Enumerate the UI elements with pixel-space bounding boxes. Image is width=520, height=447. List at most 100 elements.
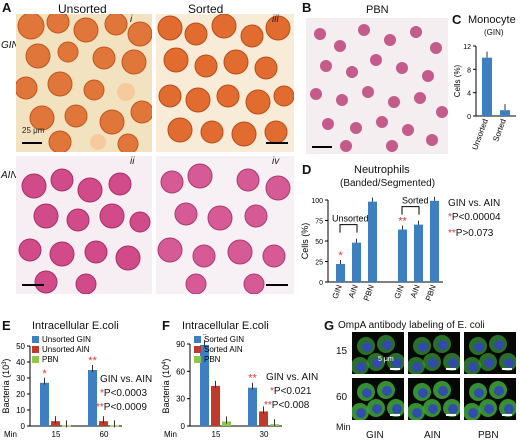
panelF-title: Intracellular E.coli	[182, 320, 269, 332]
fluorescence-cells	[408, 381, 460, 420]
y-tick-label: 4	[467, 91, 471, 98]
micrograph-gin-sorted: iii	[156, 14, 294, 152]
y-tick-label: 8	[467, 67, 471, 74]
scale-bar	[446, 414, 456, 416]
panelD-title: Neutrophils	[354, 164, 410, 176]
fluorescence-image	[464, 332, 516, 374]
nucleus	[474, 388, 484, 398]
panelD-sig2: **P>0.073	[448, 228, 493, 239]
x-tick-label: 60	[100, 430, 109, 439]
nucleus	[504, 358, 514, 368]
bar	[500, 110, 510, 116]
nucleus	[412, 408, 422, 418]
legend-swatch	[194, 356, 201, 363]
x-tick-label: 15	[212, 430, 221, 439]
legend-swatch	[32, 356, 39, 363]
asterisk-marker: *	[270, 386, 274, 397]
asterisk-marker: *	[100, 388, 104, 399]
fluorescence-image	[408, 378, 460, 420]
significance-asterisk: *	[202, 334, 207, 342]
panelG-scale-label: 5 μm	[378, 356, 394, 363]
bar	[368, 201, 377, 282]
panel-letter-e: E	[2, 318, 11, 333]
fluorescence-cells	[352, 335, 404, 374]
panelA-sorted-label: Sorted	[188, 2, 224, 16]
scale-bar	[266, 284, 288, 286]
bar	[259, 411, 268, 426]
asterisk-marker: **	[448, 228, 456, 239]
nucleus	[438, 386, 448, 396]
panelD-sig2-text: P>0.073	[455, 228, 494, 239]
nucleus	[438, 340, 448, 350]
y-tick-label: 0	[181, 422, 186, 431]
micrograph-ain-unsorted: ii	[16, 156, 152, 294]
fluorescence-cells	[408, 335, 460, 374]
gin-unsorted-cells	[16, 14, 152, 152]
nucleus	[484, 358, 494, 368]
nucleus	[448, 404, 458, 414]
bar	[336, 263, 345, 282]
panelA-iv-label: iv	[272, 156, 280, 167]
panelA-scale-label: 25 μm	[22, 126, 45, 135]
panelG-col-gin: GIN	[366, 430, 384, 441]
panelG-row1-label: 15	[336, 346, 348, 357]
scale-bar	[502, 368, 512, 370]
legend-label: Unsorted AIN	[42, 345, 90, 354]
bar	[430, 200, 439, 282]
bar	[200, 344, 209, 426]
y-tick-label: 75	[315, 219, 323, 226]
legend-label: Unsorted GIN	[42, 335, 91, 344]
panelF-sig2: **P<0.008	[264, 400, 309, 411]
bracket	[339, 224, 358, 233]
scale-bar	[446, 368, 456, 370]
panel-letter-d: D	[302, 162, 312, 177]
x-tick-label: Sorted	[491, 118, 508, 143]
panelF-sig2-text: P<0.008	[271, 400, 310, 411]
y-tick-label: 40	[16, 358, 25, 367]
bracket-label: Unsorted	[332, 214, 369, 224]
bar	[211, 385, 220, 426]
nucleus	[428, 358, 438, 368]
y-axis-label: Cells (%)	[300, 223, 310, 260]
legend-swatch	[194, 346, 201, 353]
x-tick-label: GIN	[393, 283, 406, 300]
y-tick-label: 12	[463, 44, 471, 51]
pbn-cells	[306, 18, 448, 154]
panelB-title: PBN	[366, 4, 389, 16]
legend-swatch	[32, 346, 39, 353]
x-tick-label: PBN	[424, 283, 438, 302]
nucleus	[468, 362, 478, 372]
bar	[88, 370, 97, 426]
y-tick-label: 50	[315, 239, 323, 246]
ain-unsorted-cells	[16, 156, 152, 294]
scale-bar	[22, 142, 42, 144]
bar	[40, 382, 49, 426]
nucleus	[382, 340, 392, 350]
bar	[352, 242, 361, 282]
nucleus	[494, 386, 504, 396]
panelA-gin-label: GIN	[1, 40, 19, 51]
panelA-i-label: i	[130, 14, 133, 25]
legend-label: PBN	[42, 355, 59, 364]
x-tick-label: AIN	[409, 283, 422, 299]
panelG-row2-label: 60	[336, 392, 348, 403]
bar	[222, 421, 231, 426]
nucleus	[504, 404, 514, 414]
scale-bar	[22, 284, 44, 286]
fluorescence-image	[464, 378, 516, 420]
nucleus	[382, 386, 392, 396]
x-axis-min-label: Min	[4, 430, 17, 439]
panel-letter-b: B	[302, 0, 312, 15]
panelG-min-label: Min	[336, 422, 351, 432]
nucleus	[448, 358, 458, 368]
nucleus	[362, 342, 372, 352]
nucleus	[428, 404, 438, 414]
x-tick-label: PBN	[362, 283, 376, 302]
panelF-sig1: *P<0.021	[270, 386, 311, 397]
bar	[248, 387, 257, 426]
y-axis-label: Bacteria (104)	[161, 359, 171, 414]
x-tick-label: 30	[260, 430, 269, 439]
nucleus	[418, 388, 428, 398]
nucleus	[418, 342, 428, 352]
